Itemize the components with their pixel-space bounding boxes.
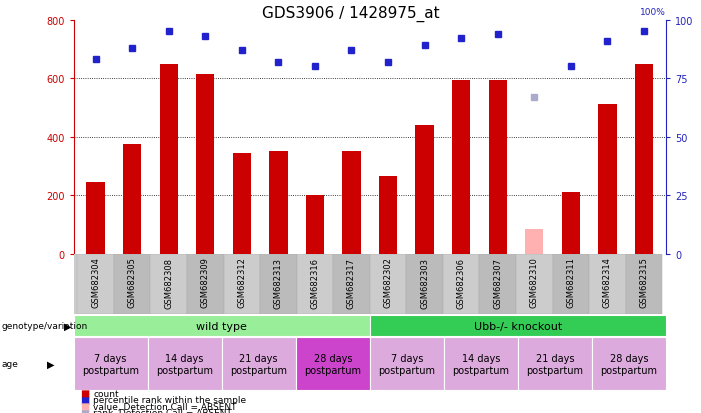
Text: GSM682311: GSM682311 xyxy=(566,257,576,308)
Text: 100%: 100% xyxy=(640,8,666,17)
Bar xyxy=(148,337,222,390)
Text: GSM682315: GSM682315 xyxy=(639,257,648,308)
Text: count: count xyxy=(93,389,119,398)
Text: GSM682314: GSM682314 xyxy=(603,257,612,308)
Text: Ubb-/- knockout: Ubb-/- knockout xyxy=(474,321,562,331)
Bar xyxy=(370,337,444,390)
Text: ■: ■ xyxy=(81,408,90,413)
Bar xyxy=(196,75,215,254)
Bar xyxy=(86,183,104,254)
Text: GSM682307: GSM682307 xyxy=(494,257,502,308)
Bar xyxy=(518,337,592,390)
Text: 21 days
postpartum: 21 days postpartum xyxy=(526,353,583,375)
Bar xyxy=(269,152,287,254)
Text: GSM682309: GSM682309 xyxy=(200,257,210,308)
Bar xyxy=(77,254,114,314)
Text: GSM682312: GSM682312 xyxy=(238,257,246,308)
Bar xyxy=(151,254,187,314)
Bar xyxy=(74,315,370,337)
Text: GSM682304: GSM682304 xyxy=(91,257,100,308)
Text: 28 days
postpartum: 28 days postpartum xyxy=(304,353,361,375)
Bar xyxy=(222,337,296,390)
Bar xyxy=(635,64,653,254)
Bar xyxy=(333,254,370,314)
Text: GSM682313: GSM682313 xyxy=(274,257,283,308)
Text: 7 days
postpartum: 7 days postpartum xyxy=(82,353,139,375)
Bar xyxy=(552,254,589,314)
Text: 21 days
postpartum: 21 days postpartum xyxy=(230,353,287,375)
Text: percentile rank within the sample: percentile rank within the sample xyxy=(93,395,246,404)
Text: GDS3906 / 1428975_at: GDS3906 / 1428975_at xyxy=(261,6,440,22)
Text: rank, Detection Call = ABSENT: rank, Detection Call = ABSENT xyxy=(93,408,232,413)
Bar xyxy=(525,229,543,254)
Text: 28 days
postpartum: 28 days postpartum xyxy=(601,353,658,375)
Bar xyxy=(233,153,251,254)
Text: GSM682305: GSM682305 xyxy=(128,257,137,308)
Bar xyxy=(114,254,151,314)
Bar xyxy=(489,81,507,254)
Bar xyxy=(370,315,666,337)
Bar xyxy=(369,254,407,314)
Text: value, Detection Call = ABSENT: value, Detection Call = ABSENT xyxy=(93,402,237,411)
Bar xyxy=(260,254,297,314)
Text: 14 days
postpartum: 14 days postpartum xyxy=(156,353,213,375)
Text: ■: ■ xyxy=(81,388,90,398)
Bar xyxy=(379,177,397,254)
Text: ■: ■ xyxy=(81,401,90,411)
Text: 14 days
postpartum: 14 days postpartum xyxy=(452,353,510,375)
Bar xyxy=(443,254,479,314)
Text: genotype/variation: genotype/variation xyxy=(1,321,88,330)
Bar xyxy=(297,254,333,314)
Bar xyxy=(626,254,662,314)
Bar xyxy=(589,254,626,314)
Text: ■: ■ xyxy=(81,395,90,405)
Bar xyxy=(296,337,370,390)
Bar xyxy=(224,254,260,314)
Text: ▶: ▶ xyxy=(64,321,71,331)
Bar xyxy=(516,254,552,314)
Bar xyxy=(306,196,324,254)
Text: GSM682316: GSM682316 xyxy=(311,257,320,308)
Text: wild type: wild type xyxy=(196,321,247,331)
Text: GSM682306: GSM682306 xyxy=(456,257,465,308)
Bar xyxy=(416,126,434,254)
Text: GSM682308: GSM682308 xyxy=(164,257,173,308)
Text: ▶: ▶ xyxy=(48,359,55,369)
Text: 7 days
postpartum: 7 days postpartum xyxy=(379,353,435,375)
Bar xyxy=(562,193,580,254)
Bar xyxy=(407,254,443,314)
Bar xyxy=(74,337,148,390)
Text: GSM682310: GSM682310 xyxy=(530,257,539,308)
Text: age: age xyxy=(1,359,18,368)
Bar xyxy=(187,254,224,314)
Text: GSM682302: GSM682302 xyxy=(383,257,393,308)
Text: GSM682317: GSM682317 xyxy=(347,257,356,308)
Bar xyxy=(479,254,516,314)
Text: GSM682303: GSM682303 xyxy=(420,257,429,308)
Bar xyxy=(592,337,666,390)
Bar xyxy=(342,152,360,254)
Bar xyxy=(444,337,518,390)
Bar xyxy=(452,81,470,254)
Bar xyxy=(599,105,617,254)
Bar xyxy=(123,145,141,254)
Bar xyxy=(160,64,178,254)
